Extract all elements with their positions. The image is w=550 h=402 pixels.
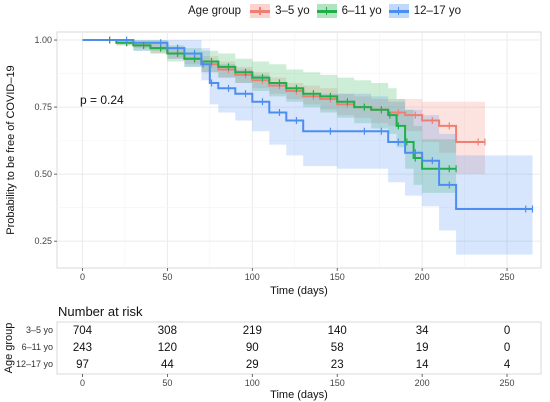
legend-item-3-5: 3–5 yo — [249, 3, 310, 19]
risk-count: 29 — [246, 359, 259, 371]
risk-count: 97 — [76, 359, 89, 371]
risk-table-panel — [56, 321, 542, 375]
ci-band-1 — [82, 40, 457, 193]
y-tick-label: 1.00 — [34, 35, 52, 45]
risk-table-title: Number at risk — [58, 304, 143, 319]
risk-count: 23 — [331, 359, 344, 371]
risk-count: 90 — [246, 342, 259, 354]
x-tick-label: 50 — [162, 272, 172, 282]
risk-count: 14 — [416, 359, 429, 371]
risk-x-tick-label: 150 — [330, 378, 345, 388]
risk-row-label: 12–17 yo — [16, 359, 53, 369]
x-tick-label: 150 — [330, 272, 345, 282]
legend-item-12-17: 12–17 yo — [388, 3, 461, 19]
risk-x-tick-label: 100 — [245, 378, 260, 388]
legend: Age group 3–5 yo 6–11 yo 12–17 yo — [188, 2, 467, 20]
legend-label-6-11: 6–11 yo — [341, 5, 382, 17]
risk-row-label: 6–11 yo — [22, 342, 53, 352]
risk-count: 704 — [73, 325, 93, 337]
x-axis-title: Time (days) — [270, 285, 328, 297]
y-axis-title: Probability to be free of COVID–19 — [5, 65, 17, 234]
risk-count: 0 — [504, 342, 510, 354]
ci-band-0 — [82, 40, 485, 175]
legend-label-3-5: 3–5 yo — [275, 5, 310, 17]
y-tick-label: 0.50 — [34, 169, 52, 179]
risk-count: 44 — [161, 359, 174, 371]
risk-count: 219 — [243, 325, 262, 337]
x-tick-label: 200 — [415, 272, 430, 282]
legend-key-6-11 — [316, 3, 338, 19]
axes: 0 50 100 150 200 250 0.25 0.50 0.75 1.00 — [34, 35, 514, 282]
risk-count: 120 — [158, 342, 177, 354]
confidence-bands — [82, 40, 533, 255]
survival-curves — [82, 39, 533, 210]
risk-count: 140 — [328, 325, 347, 337]
legend-title: Age group — [188, 5, 242, 17]
censor-marks — [109, 36, 534, 213]
risk-x-tick-label: 0 — [80, 378, 85, 388]
risk-count: 0 — [504, 325, 510, 337]
legend-key-3-5 — [249, 3, 271, 19]
risk-x-tick-label: 200 — [415, 378, 430, 388]
risk-x-tick-label: 50 — [162, 378, 172, 388]
risk-count: 4 — [504, 359, 511, 371]
risk-row-label: 3–5 yo — [26, 325, 53, 335]
x-tick-label: 0 — [80, 272, 85, 282]
legend-item-6-11: 6–11 yo — [316, 3, 382, 19]
risk-table-x-title: Time (days) — [270, 389, 328, 401]
risk-count: 58 — [331, 342, 344, 354]
legend-label-12-17: 12–17 yo — [413, 5, 462, 17]
survival-line-2 — [82, 39, 533, 210]
p-value-annotation: p = 0.24 — [80, 93, 124, 107]
x-tick-label: 250 — [500, 272, 515, 282]
plot-panel — [56, 31, 542, 269]
y-tick-label: 0.25 — [34, 236, 52, 246]
risk-x-tick-label: 250 — [500, 378, 515, 388]
ci-band-2 — [82, 40, 533, 255]
risk-count: 308 — [158, 325, 177, 337]
x-tick-label: 100 — [245, 272, 260, 282]
legend-key-12-17 — [388, 3, 410, 19]
risk-table-y-title: Age group — [3, 323, 15, 374]
y-tick-label: 0.75 — [34, 102, 52, 112]
plot-grid — [57, 32, 541, 268]
risk-count: 34 — [416, 325, 429, 337]
risk-count: 19 — [416, 342, 429, 354]
risk-count: 243 — [73, 342, 92, 354]
